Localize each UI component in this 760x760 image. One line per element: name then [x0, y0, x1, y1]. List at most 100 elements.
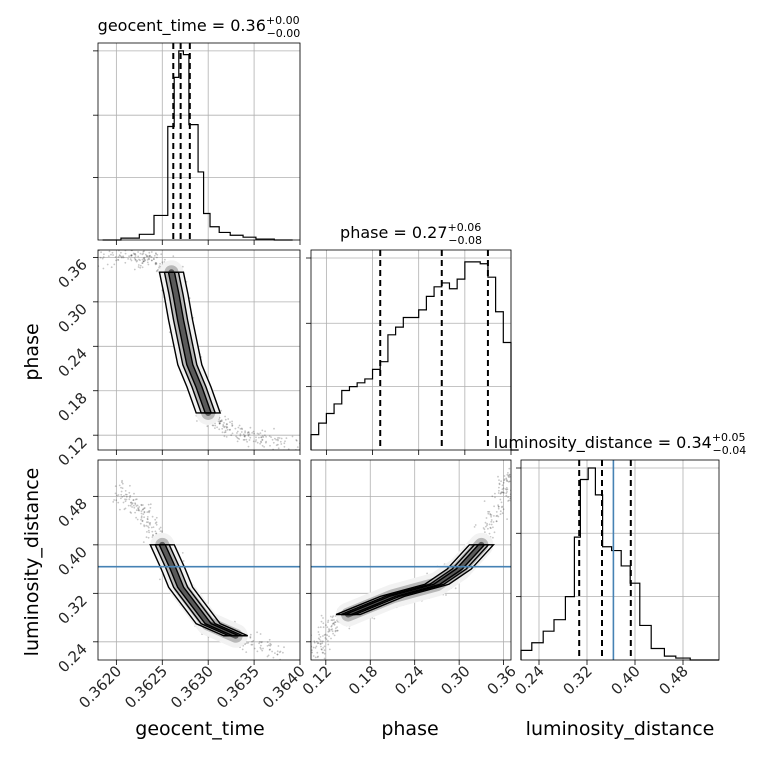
sample-point: [257, 433, 260, 435]
sample-point: [124, 261, 127, 264]
sample-point: [262, 436, 265, 438]
sample-point: [134, 253, 137, 255]
sample-point: [129, 258, 132, 260]
sample-point: [317, 631, 320, 633]
sample-point: [128, 255, 131, 258]
sample-point: [206, 425, 209, 428]
sample-point: [155, 253, 157, 255]
sample-point: [143, 516, 146, 519]
sample-point: [240, 427, 243, 430]
sample-point: [129, 504, 132, 507]
sample-point: [121, 482, 124, 485]
sample-point: [497, 515, 500, 518]
sample-point: [268, 649, 271, 651]
sample-point: [332, 622, 335, 624]
sample-point: [269, 648, 271, 651]
sample-point: [261, 641, 263, 643]
sample-point: [164, 258, 166, 261]
sample-point: [141, 519, 144, 522]
sample-point: [143, 256, 146, 259]
sample-point: [276, 650, 279, 653]
sample-point: [324, 633, 327, 636]
y-tick-label-luminosity-distance: 0.48: [54, 494, 90, 530]
panel-frame: [310, 459, 512, 661]
sample-point: [490, 519, 493, 521]
sample-point: [216, 426, 219, 429]
sample-point: [218, 420, 221, 422]
sample-point: [148, 258, 151, 261]
sample-point: [489, 526, 492, 529]
y-axis-label-luminosity-distance: luminosity_distance: [21, 468, 43, 657]
sample-point: [508, 499, 510, 502]
sample-point: [147, 525, 149, 528]
sample-point: [129, 484, 131, 487]
sample-point: [519, 476, 521, 478]
sample-point: [120, 493, 123, 496]
sample-point: [246, 432, 249, 434]
sample-point: [507, 480, 510, 483]
sample-point: [249, 436, 252, 439]
sample-point: [256, 441, 259, 444]
sample-point: [505, 486, 508, 489]
sample-point: [311, 651, 314, 654]
sample-point: [490, 527, 492, 529]
sample-point: [260, 440, 262, 443]
sample-point: [212, 424, 215, 427]
sample-point: [101, 257, 104, 260]
sample-point: [139, 266, 142, 269]
sample-point: [148, 531, 151, 534]
phase-histogram-panel: phase = 0.27+0.06 −0.08: [306, 221, 519, 455]
sample-point: [156, 253, 159, 256]
sample-point: [264, 430, 266, 433]
sample-point: [144, 259, 147, 262]
sample-point: [490, 523, 493, 526]
sample-point: [278, 437, 281, 439]
sample-point: [505, 492, 508, 495]
sample-point: [248, 433, 251, 435]
sample-point: [248, 431, 250, 434]
sample-point: [295, 439, 298, 442]
sample-point: [491, 495, 494, 498]
sample-point: [507, 500, 509, 502]
sample-point: [147, 529, 150, 532]
sample-point: [149, 522, 152, 524]
y-tick-label-phase: 0.24: [54, 344, 90, 380]
sample-point: [283, 445, 286, 448]
sample-point: [114, 256, 117, 258]
sample-point: [492, 526, 494, 529]
sample-point: [495, 511, 498, 513]
sample-point: [319, 636, 322, 638]
sample-point: [225, 423, 228, 425]
sample-point: [245, 651, 248, 653]
sample-point: [327, 640, 329, 642]
sample-point: [237, 426, 240, 429]
sample-point: [236, 440, 239, 443]
sample-point: [182, 560, 185, 562]
sample-point: [181, 265, 184, 268]
sample-point: [487, 527, 489, 530]
sample-point: [348, 627, 351, 630]
sample-point: [150, 259, 153, 262]
y-tick-label-luminosity-distance: 0.40: [54, 543, 90, 579]
sample-point: [120, 490, 123, 493]
sample-point: [501, 512, 504, 515]
sample-point: [161, 261, 164, 264]
sample-point: [241, 648, 244, 651]
sample-point: [130, 254, 133, 256]
contour-fill-level-2: [345, 541, 485, 618]
sample-point: [242, 439, 245, 441]
sample-point: [137, 509, 140, 512]
sample-point: [147, 536, 150, 539]
sample-point: [139, 264, 142, 267]
sample-point: [119, 508, 121, 511]
sample-point: [320, 645, 322, 648]
sample-point: [304, 445, 306, 447]
sample-point: [262, 647, 264, 650]
sample-point: [505, 479, 508, 482]
sample-point: [499, 492, 502, 495]
sample-point: [261, 429, 264, 432]
y-tick-label-luminosity-distance: 0.24: [54, 640, 90, 676]
sample-point: [249, 426, 252, 429]
sample-point: [142, 260, 145, 263]
sample-point: [231, 425, 234, 427]
